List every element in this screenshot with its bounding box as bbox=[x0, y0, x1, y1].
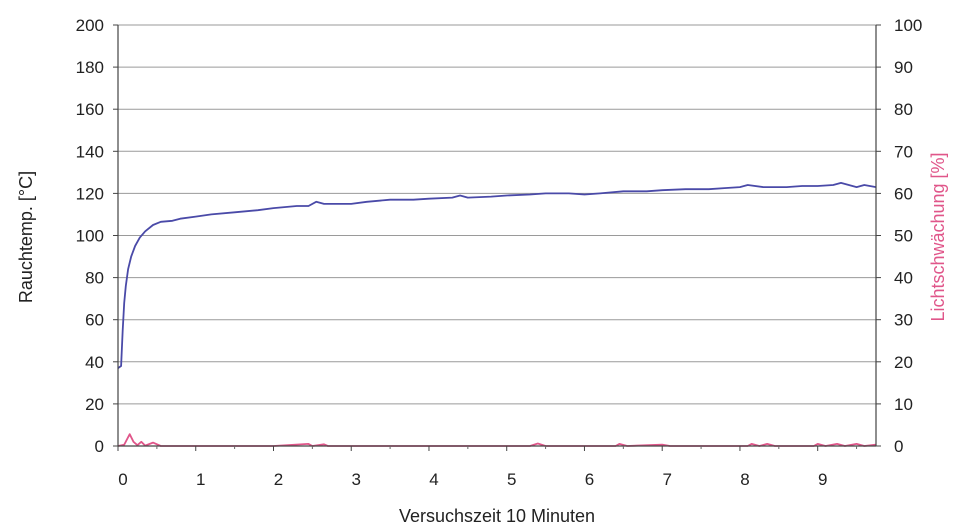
grid-lines bbox=[118, 24, 876, 405]
series-line-left-axis bbox=[117, 182, 877, 369]
left-y-tick-label: 120 bbox=[76, 184, 104, 203]
x-tick-label: 9 bbox=[818, 470, 827, 489]
left-y-tick-label: 200 bbox=[76, 16, 104, 35]
left-y-tick-label: 40 bbox=[85, 353, 104, 372]
x-tick-label: 1 bbox=[196, 470, 205, 489]
series-line-right-axis bbox=[117, 433, 877, 447]
x-tick-label: 4 bbox=[429, 470, 438, 489]
x-tick-label: 2 bbox=[274, 470, 283, 489]
x-tick-label: 3 bbox=[351, 470, 360, 489]
x-tick-label: 8 bbox=[740, 470, 749, 489]
right-y-tick-label: 80 bbox=[894, 100, 913, 119]
left-y-axis-title: Rauchtemp. [°C] bbox=[16, 171, 36, 303]
x-tick-label: 5 bbox=[507, 470, 516, 489]
right-y-tick-label: 0 bbox=[894, 437, 903, 456]
left-y-tick-label: 160 bbox=[76, 100, 104, 119]
right-y-tick-label: 90 bbox=[894, 58, 913, 77]
left-y-tick-label: 140 bbox=[76, 142, 104, 161]
x-tick-label: 0 bbox=[118, 470, 127, 489]
x-tick-label: 6 bbox=[585, 470, 594, 489]
left-y-tick-label: 100 bbox=[76, 227, 104, 246]
right-y-tick-label: 10 bbox=[894, 395, 913, 414]
right-y-tick-label: 100 bbox=[894, 16, 922, 35]
x-tick-label: 7 bbox=[662, 470, 671, 489]
left-y-tick-label: 180 bbox=[76, 58, 104, 77]
left-y-tick-label: 60 bbox=[85, 311, 104, 330]
axes bbox=[113, 24, 881, 451]
right-y-tick-label: 20 bbox=[894, 353, 913, 372]
right-y-tick-label: 40 bbox=[894, 269, 913, 288]
right-y-tick-label: 50 bbox=[894, 227, 913, 246]
left-y-tick-label: 20 bbox=[85, 395, 104, 414]
left-y-tick-label: 80 bbox=[85, 269, 104, 288]
left-y-tick-label: 0 bbox=[95, 437, 104, 456]
right-y-axis-title: Lichtschwächung [%] bbox=[928, 152, 948, 321]
series-layer bbox=[117, 182, 877, 447]
right-y-tick-label: 30 bbox=[894, 311, 913, 330]
right-y-tick-label: 70 bbox=[894, 142, 913, 161]
right-y-tick-label: 60 bbox=[894, 184, 913, 203]
x-axis-title: Versuchszeit 10 Minuten bbox=[399, 506, 595, 526]
tick-labels: 0204060801001201401601802000102030405060… bbox=[76, 16, 923, 489]
